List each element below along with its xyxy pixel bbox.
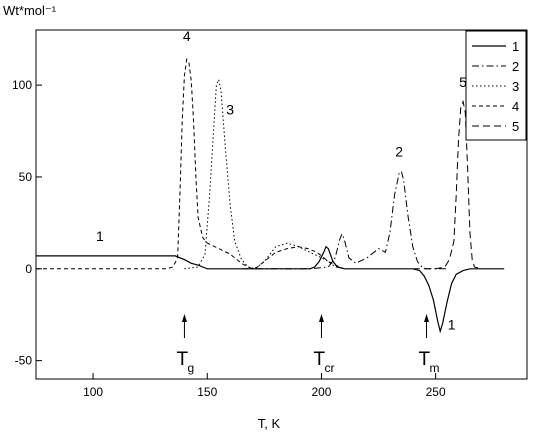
marker-arrow-head-1 <box>318 314 324 322</box>
x-tick-label-1: 150 <box>197 385 217 399</box>
annotation-4: 5 <box>459 74 467 90</box>
x-tick-label-2: 200 <box>311 385 331 399</box>
annotation-2: 3 <box>226 101 234 117</box>
marker-label-1: T <box>313 349 325 370</box>
marker-label-2: T <box>419 349 431 370</box>
annotation-0: 1 <box>96 228 104 244</box>
marker-subscript-0: g <box>187 361 194 375</box>
series-line-4 <box>36 57 345 270</box>
y-tick-label-3: 100 <box>12 78 32 92</box>
series-lines <box>36 57 505 334</box>
x-tick-label-3: 250 <box>426 385 446 399</box>
y-tick-label-2: 50 <box>19 170 33 184</box>
marker-arrow-head-2 <box>424 314 430 322</box>
series-line-3 <box>184 77 340 270</box>
annotation-5: 1 <box>448 316 456 332</box>
marker-subscript-1: cr <box>324 361 334 375</box>
y-axis-label: Wt*mol⁻¹ <box>3 3 57 18</box>
x-axis-label: T, K <box>258 416 281 431</box>
marker-subscript-2: m <box>430 361 440 375</box>
y-tick-label-1: 0 <box>25 262 32 276</box>
series-line-2 <box>241 170 448 270</box>
axes-ticks: 100 150 200 250 -50 0 50 100 <box>12 78 446 399</box>
plot-frame <box>35 29 528 380</box>
series-line-1 <box>36 245 505 334</box>
marker-label-0: T <box>176 349 188 370</box>
legend: 1 2 3 4 5 <box>465 30 527 141</box>
series-line-5 <box>412 99 482 270</box>
x-tick-label-0: 100 <box>83 385 103 399</box>
legend-label-4: 4 <box>512 99 519 114</box>
marker-arrow-head-0 <box>181 314 187 322</box>
annotation-3: 2 <box>395 144 403 160</box>
y-tick-label-0: -50 <box>15 354 33 368</box>
annotation-1: 4 <box>183 28 191 44</box>
curve-annotations: 1 4 3 2 5 1 <box>96 28 467 332</box>
legend-label-5: 5 <box>512 119 519 134</box>
legend-label-1: 1 <box>512 39 519 54</box>
legend-label-3: 3 <box>512 79 519 94</box>
legend-label-2: 2 <box>512 59 519 74</box>
